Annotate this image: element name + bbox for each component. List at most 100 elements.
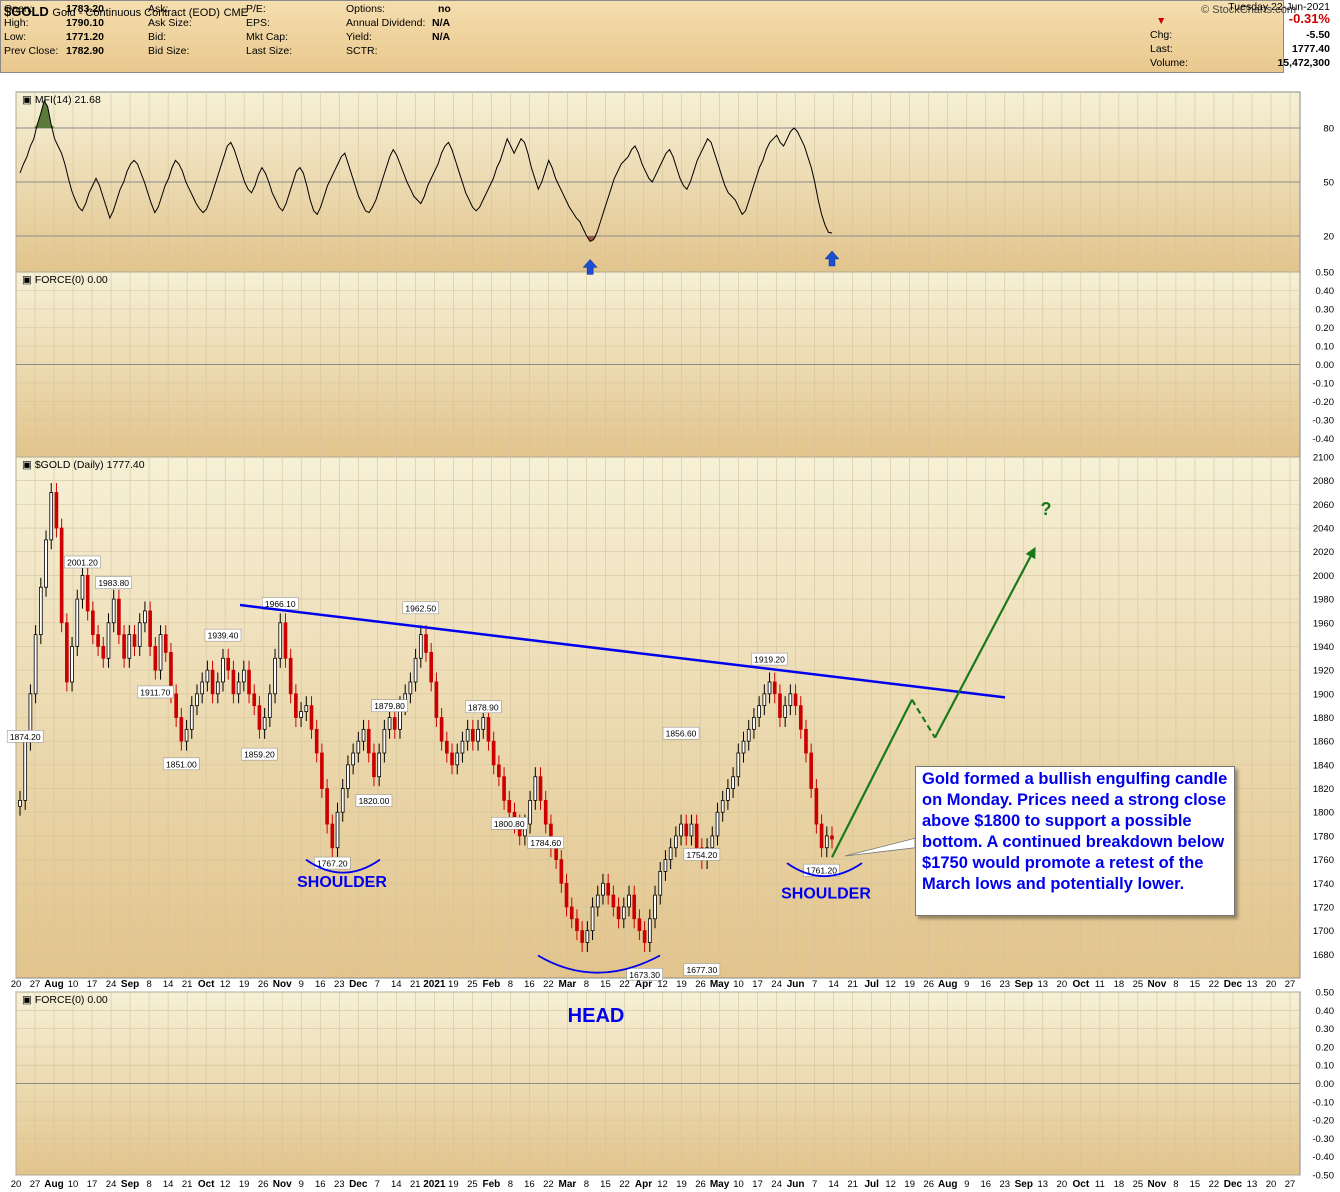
candle-body [366, 728, 371, 754]
analysis-note: Gold formed a bullish engulfing candle o… [915, 766, 1235, 916]
candle-body [798, 705, 803, 730]
x-tick-label: 10 [68, 979, 79, 990]
x-tick-label: 8 [584, 979, 589, 990]
candle-body [710, 835, 715, 849]
price-label-text: 2001.20 [67, 557, 98, 567]
x-tick-label: Sep [1015, 1179, 1033, 1190]
x-tick-label: 19 [448, 979, 459, 990]
price-label-text: 1754.20 [687, 850, 718, 860]
y-tick-label: 0.30 [1316, 1024, 1335, 1035]
x-tick-label: 2021 [423, 979, 446, 990]
chart-description: Gold - Continuous Contract (EOD) [52, 7, 220, 19]
x-tick-label: 12 [885, 1179, 896, 1190]
candle-body [262, 717, 267, 730]
candle-body [320, 752, 324, 789]
candle-body [351, 752, 355, 766]
price-label-text: 1820.00 [359, 796, 390, 806]
x-tick-label: 27 [30, 1179, 41, 1190]
x-tick-label: 23 [334, 979, 345, 990]
price-label: 1962.50 [402, 601, 440, 615]
candle-body [559, 859, 564, 884]
candle-body [804, 728, 808, 754]
candle-body [252, 693, 257, 707]
candle-body [486, 717, 491, 742]
candle-body [647, 918, 652, 943]
right-shoulder-label: SHOULDER [781, 886, 871, 903]
x-tick-label: 20 [1057, 979, 1068, 990]
y-tick-label: 1780 [1313, 831, 1334, 842]
x-tick-label: Aug [938, 1179, 957, 1190]
y-tick-label: 1820 [1313, 784, 1334, 795]
candle-body [273, 657, 277, 695]
candle-body [538, 776, 543, 801]
candle-body [153, 646, 158, 671]
projection-pullback-line [911, 699, 936, 739]
candle-body [606, 882, 611, 896]
x-tick-label: 14 [163, 979, 174, 990]
grid-layer [15, 92, 1300, 1176]
candle-body [736, 752, 741, 778]
x-tick-label: 17 [87, 979, 98, 990]
x-tick-label: 11 [1095, 979, 1105, 990]
x-tick-label: 16 [524, 979, 535, 990]
y-tick-label: 0.40 [1316, 286, 1335, 297]
candle-body [653, 894, 657, 920]
candle-body [767, 681, 772, 695]
price-label-box [683, 963, 721, 976]
candle-body [491, 740, 496, 766]
x-tick-label: 22 [619, 979, 630, 990]
x-tick-label: 24 [106, 979, 117, 990]
y-tick-label: 0.30 [1316, 305, 1335, 316]
buy-arrow-icon [582, 259, 598, 275]
x-tick-label: 23 [334, 1179, 345, 1190]
y-tick-label: -0.50 [1312, 1171, 1334, 1182]
candle-body [205, 669, 210, 683]
x-tick-label: Oct [1072, 979, 1089, 990]
annual-dividend-label: Annual Dividend: [346, 17, 426, 29]
x-tick-label: Aug [44, 1179, 63, 1190]
price-label-box [491, 817, 528, 830]
x-tick-label: 26 [258, 979, 269, 990]
x-tick-label: 10 [733, 979, 744, 990]
x-tick-label: 9 [299, 1179, 304, 1190]
x-tick-label: 11 [1095, 1179, 1105, 1190]
y-tick-label: 0.10 [1316, 342, 1335, 353]
candle-body [111, 598, 116, 624]
x-tick-label: 19 [239, 979, 250, 990]
prev-close-value: 1782.90 [66, 45, 104, 57]
y-tick-label: 2100 [1313, 453, 1334, 464]
x-tick-label: Sep [1015, 979, 1033, 990]
candle-body [663, 859, 668, 872]
y-tick-label: 0.20 [1316, 323, 1335, 334]
price-label-text: 1878.90 [468, 702, 499, 712]
candle-body [137, 622, 142, 647]
x-tick-label: 21 [847, 979, 858, 990]
high-label: High: [4, 17, 29, 29]
x-tick-label: 26 [695, 1179, 706, 1190]
candle-body [741, 740, 746, 754]
candle-body [408, 681, 413, 695]
x-tick-label: 2021 [423, 1179, 446, 1190]
x-tick-label: Aug [938, 979, 957, 990]
candle-body [236, 681, 241, 695]
price-label: 1767.20 [314, 856, 351, 870]
candle-body [668, 847, 673, 860]
candle-body [158, 634, 163, 671]
y-tick-label: 2000 [1313, 571, 1334, 582]
x-tick-label: Feb [482, 979, 500, 990]
price-label-box [355, 794, 393, 807]
left-shoulder-arc [305, 858, 381, 874]
price-label-box [402, 601, 440, 615]
y-tick-label: -0.20 [1312, 1116, 1334, 1127]
brand-logo[interactable]: © StockCharts.com [1201, 4, 1296, 16]
candle-body [642, 930, 647, 943]
candle-body [528, 799, 532, 825]
bid-label: Bid: [148, 31, 167, 43]
candle-body [179, 717, 184, 742]
volume-value: 15,472,300 [1277, 57, 1330, 69]
labels-layer: 80 50 20 ▣ MFI(14) 21.68 0.50 0.40 0.30 0.20 0.1… [6, 94, 1335, 1190]
yield-label: Yield: [346, 31, 372, 43]
candle-body [49, 492, 54, 541]
x-tick-label: 12 [885, 979, 896, 990]
x-tick-label: 9 [964, 979, 969, 990]
